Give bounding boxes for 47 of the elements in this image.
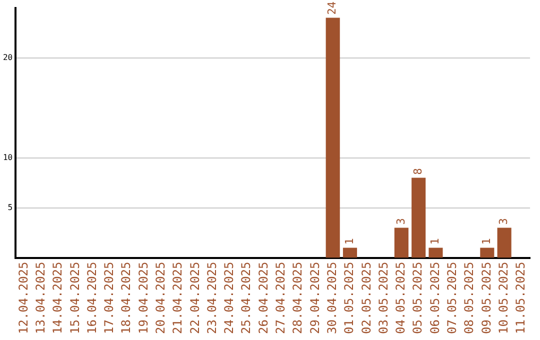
y-tick-label: 5 bbox=[8, 202, 13, 212]
bar bbox=[480, 248, 494, 258]
data-label: 8 bbox=[411, 168, 424, 175]
bar bbox=[428, 248, 443, 258]
bar bbox=[394, 228, 408, 258]
x-tick-label: 20.04.2025 bbox=[154, 262, 168, 334]
data-label: 24 bbox=[326, 1, 339, 15]
x-tick-label: 09.05.2025 bbox=[479, 262, 494, 334]
data-label: 1 bbox=[428, 238, 442, 245]
bar bbox=[342, 248, 358, 258]
x-tick-label: 13.04.2025 bbox=[33, 262, 48, 334]
x-tick-label: 15.04.2025 bbox=[68, 262, 82, 334]
x-tick-label: 04.05.2025 bbox=[394, 262, 408, 334]
y-tick-label: 20 bbox=[2, 52, 13, 62]
x-tick-label: 23.04.2025 bbox=[204, 262, 219, 334]
y-tick-label: 10 bbox=[2, 152, 13, 162]
x-tick-label: 05.05.2025 bbox=[410, 262, 425, 334]
x-tick-label: 24.04.2025 bbox=[222, 262, 236, 334]
x-tick-label: 29.04.2025 bbox=[308, 262, 322, 334]
x-tick-label: 06.05.2025 bbox=[428, 262, 442, 334]
x-tick-label: 03.05.2025 bbox=[376, 262, 390, 334]
x-tick-label: 10.05.2025 bbox=[496, 262, 510, 334]
x-tick-label: 07.05.2025 bbox=[445, 262, 460, 334]
data-label: 3 bbox=[497, 218, 510, 225]
x-tick-label: 17.04.2025 bbox=[102, 262, 116, 334]
bar bbox=[497, 228, 512, 258]
bar bbox=[412, 178, 426, 258]
x-tick-label: 11.05.2025 bbox=[514, 262, 528, 334]
x-tick-label: 26.04.2025 bbox=[256, 262, 270, 334]
data-label: 1 bbox=[342, 238, 356, 245]
x-tick-label: 08.05.2025 bbox=[462, 262, 476, 334]
x-tick-label: 16.04.2025 bbox=[84, 262, 99, 334]
x-tick-label: 30.04.2025 bbox=[324, 262, 339, 334]
bar bbox=[326, 18, 340, 258]
x-tick-label: 12.04.2025 bbox=[16, 262, 30, 334]
x-tick-label: 25.04.2025 bbox=[239, 262, 254, 334]
data-label: 1 bbox=[480, 238, 494, 245]
x-tick-label: 21.04.2025 bbox=[170, 262, 185, 334]
x-tick-label: 19.04.2025 bbox=[136, 262, 150, 334]
x-tick-label: 14.04.2025 bbox=[50, 262, 65, 334]
data-label: 3 bbox=[394, 218, 408, 225]
x-tick-label: 18.04.2025 bbox=[119, 262, 134, 334]
x-tick-label: 27.04.2025 bbox=[274, 262, 288, 334]
x-tick-label: 01.05.2025 bbox=[342, 262, 356, 334]
x-tick-label: 02.05.2025 bbox=[359, 262, 374, 334]
x-tick-label: 22.04.2025 bbox=[188, 262, 202, 334]
x-tick-label: 28.04.2025 bbox=[290, 262, 305, 334]
